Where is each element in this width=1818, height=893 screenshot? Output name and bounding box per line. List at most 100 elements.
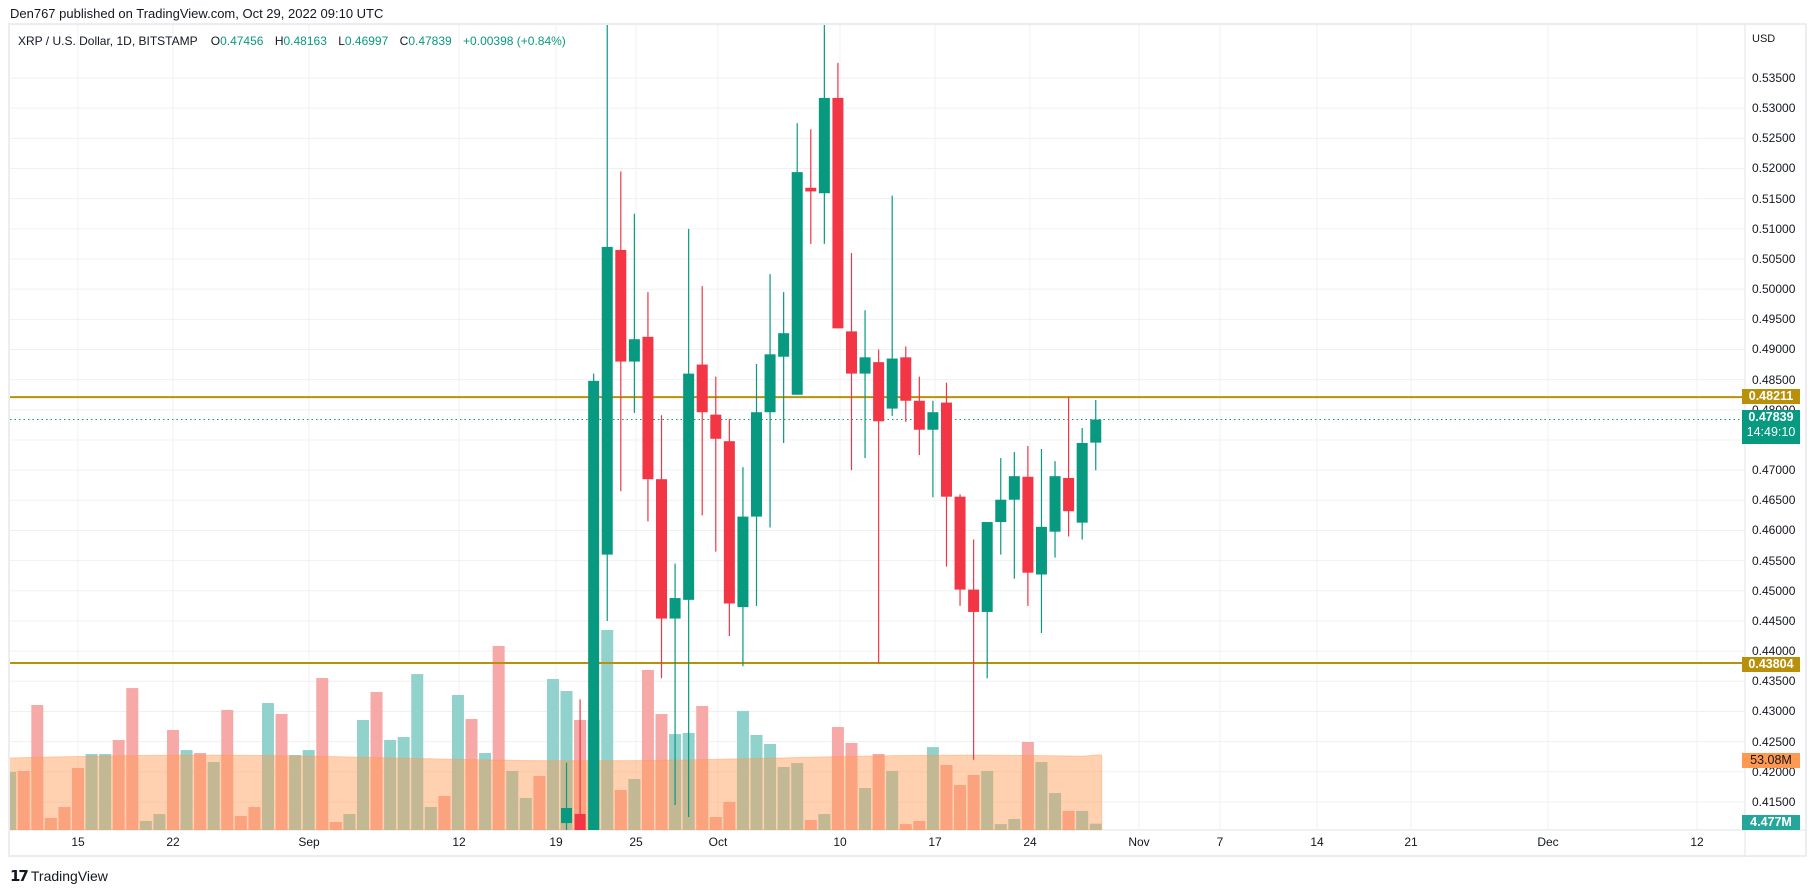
price-tick: 0.46500	[1752, 493, 1796, 508]
volume-bar	[723, 802, 736, 830]
candle-body[interactable]	[995, 499, 1007, 523]
candle-body[interactable]	[832, 97, 844, 329]
candle-body[interactable]	[873, 362, 885, 422]
candle-body[interactable]	[1049, 476, 1061, 532]
volume-bar	[112, 740, 125, 830]
price-tick: 0.50000	[1752, 282, 1796, 297]
candle-body[interactable]	[628, 339, 640, 362]
price-tick: 0.43000	[1752, 704, 1796, 719]
candle-body[interactable]	[900, 357, 912, 401]
volume-bar	[275, 714, 288, 830]
candle-body[interactable]	[737, 516, 749, 608]
chart-frame	[8, 23, 1807, 857]
volume-bar	[234, 816, 247, 830]
volume-bar	[1049, 792, 1062, 830]
volume-bar	[764, 743, 777, 830]
volume-bar	[302, 750, 315, 830]
candle-body[interactable]	[791, 172, 803, 395]
candle-body[interactable]	[1090, 419, 1102, 443]
volume-bar	[451, 694, 464, 830]
candle-body[interactable]	[574, 814, 586, 832]
volume-bar	[560, 691, 573, 830]
volume-bar	[899, 824, 912, 830]
candle-body[interactable]	[615, 249, 627, 362]
price-tick: 0.47000	[1752, 463, 1796, 478]
price-tick: 0.49500	[1752, 312, 1796, 327]
volume-bar	[166, 730, 179, 830]
countdown-timer: 14:49:10	[1746, 425, 1796, 439]
date-tick: 7	[1216, 835, 1224, 849]
volume-bar	[940, 765, 953, 830]
volume-bar	[221, 709, 234, 830]
volume-bar	[736, 710, 749, 830]
volume-bar	[180, 750, 193, 830]
candle-body[interactable]	[751, 412, 762, 517]
candle-body[interactable]	[588, 380, 600, 832]
candle-body[interactable]	[968, 589, 980, 612]
date-tick: Sep	[298, 835, 320, 849]
candle-body[interactable]	[778, 333, 790, 357]
candle-body[interactable]	[642, 336, 654, 480]
candle-body[interactable]	[683, 373, 695, 600]
date-tick: 15	[71, 835, 85, 849]
volume-bar	[397, 737, 410, 830]
volume-bar	[316, 678, 329, 830]
price-tick: 0.42000	[1752, 764, 1796, 779]
candle-body[interactable]	[696, 364, 708, 413]
date-tick: 22	[166, 835, 180, 849]
candle-body[interactable]	[954, 496, 966, 590]
volume-bar	[546, 679, 559, 830]
volume-bar	[356, 719, 369, 830]
candle-body[interactable]	[1035, 526, 1047, 575]
tradingview-logo[interactable]: 𝟭𝟳 TradingView	[10, 867, 108, 885]
candle-body[interactable]	[561, 807, 573, 824]
date-tick: 21	[1404, 835, 1418, 849]
candle-body[interactable]	[981, 522, 993, 612]
volume-bar	[370, 692, 383, 830]
candle-body[interactable]	[669, 598, 681, 619]
current-price-value: 0.47839	[1748, 410, 1794, 424]
volume-bar	[261, 703, 274, 830]
candle-body[interactable]	[710, 414, 722, 439]
symbol-title[interactable]: XRP / U.S. Dollar, 1D, BITSTAMP	[18, 34, 198, 48]
volume-bar	[44, 817, 57, 830]
support-level-tag: 0.43804	[1742, 657, 1800, 672]
volume-bar	[1021, 742, 1034, 830]
candle-body[interactable]	[805, 187, 817, 192]
volume-bar	[655, 714, 668, 830]
price-tick: 0.45500	[1752, 553, 1796, 568]
date-tick: 19	[549, 835, 563, 849]
volume-bar	[343, 814, 356, 830]
volume-bar	[248, 806, 261, 830]
candle-body[interactable]	[1022, 476, 1034, 573]
candle-body[interactable]	[601, 246, 613, 555]
candle-body[interactable]	[859, 357, 871, 374]
volume-bar	[926, 747, 939, 830]
candle-body[interactable]	[1063, 477, 1075, 512]
volume-bar	[519, 797, 532, 830]
candle-body[interactable]	[845, 331, 857, 374]
candle-body[interactable]	[764, 354, 776, 413]
candle-body[interactable]	[940, 402, 952, 497]
candle-body[interactable]	[1008, 476, 1020, 500]
candle-body[interactable]	[913, 400, 925, 430]
current-price-tag: 0.47839 14:49:10	[1742, 410, 1800, 444]
high-label: H	[274, 34, 284, 48]
price-tick: 0.42500	[1752, 734, 1796, 749]
candle-body[interactable]	[723, 441, 735, 604]
volume-bar	[424, 806, 437, 830]
price-tick: 0.50500	[1752, 251, 1796, 266]
currency-label[interactable]: USD	[1752, 33, 1776, 45]
date-tick: Nov	[1128, 835, 1150, 849]
volume-bar	[872, 754, 885, 830]
candle-body[interactable]	[818, 97, 830, 194]
candle-body[interactable]	[927, 412, 939, 430]
volume-bar	[913, 820, 926, 830]
price-tick: 0.46000	[1752, 523, 1796, 538]
volume-bar	[994, 824, 1007, 830]
candle-body[interactable]	[656, 479, 668, 619]
candle-body[interactable]	[886, 358, 898, 409]
volume-bar	[479, 753, 492, 830]
candle-body[interactable]	[1076, 442, 1088, 523]
